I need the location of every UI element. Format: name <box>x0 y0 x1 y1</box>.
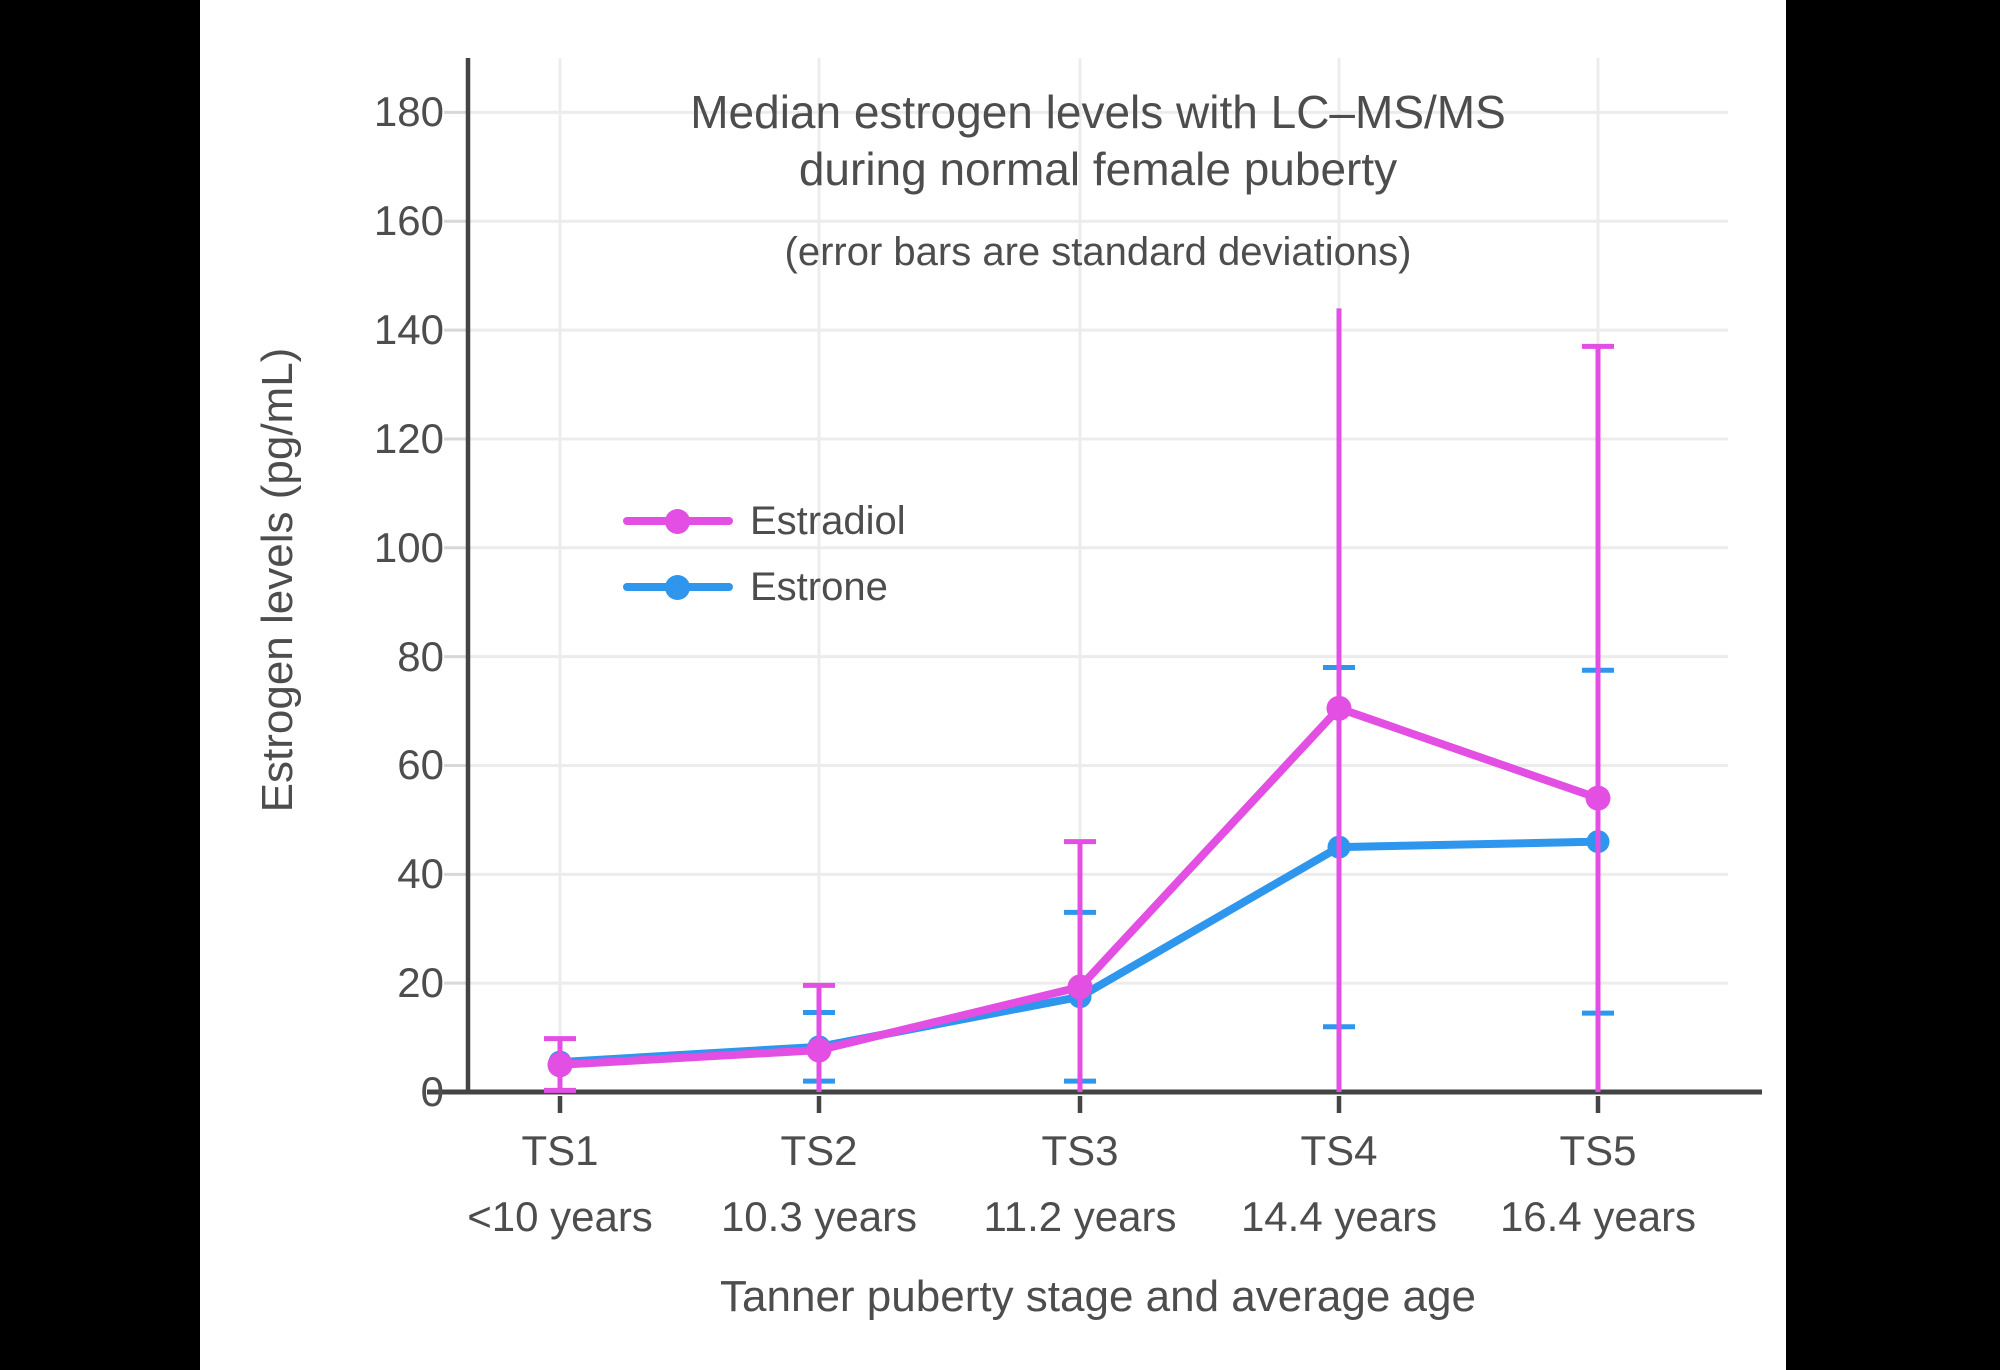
x-tick-sublabel-ts4: 14.4 years <box>1240 1193 1438 1240</box>
x-tick-sublabel-ts3: 11.2 years <box>983 1193 1177 1240</box>
x-tick-label-ts2: TS2 <box>780 1127 858 1174</box>
y-tick-label-80: 80 <box>397 632 444 680</box>
y-tick-label-100: 100 <box>373 523 444 571</box>
legend-item-estradiol[interactable]: Estradiol <box>600 493 980 549</box>
x-tick-sublabel-ts5: 16.4 years <box>1499 1193 1697 1240</box>
gridlines <box>468 58 1728 1092</box>
x-tick-label-ts5: TS5 <box>1559 1127 1637 1174</box>
y-tick-label-60: 60 <box>397 741 444 789</box>
x-tick-sublabel-ts1: <10 years <box>467 1193 653 1240</box>
chart-title-line1: Median estrogen levels with LC–MS/MS <box>690 86 1506 138</box>
estradiol-markers <box>547 695 1611 1078</box>
y-tick-label-20: 20 <box>397 959 444 1007</box>
x-tick-marks <box>557 1096 1601 1113</box>
chart-title-line2: during normal female puberty <box>798 143 1398 195</box>
legend-label-estradiol: Estradiol <box>750 499 906 543</box>
x-axis-title: Tanner puberty stage and average age <box>720 1272 1476 1321</box>
y-tick-label-120: 120 <box>373 414 444 462</box>
legend-label-estrone: Estrone <box>750 565 888 609</box>
y-tick-marks <box>444 110 466 985</box>
y-tick-label-0: 0 <box>420 1068 444 1115</box>
chart-canvas <box>200 0 1786 1370</box>
x-tick-label-ts3: TS3 <box>1041 1127 1119 1174</box>
chart-subtitle: (error bars are standard deviations) <box>784 230 1412 274</box>
y-tick-label-180: 180 <box>373 88 444 136</box>
x-tick-label-ts1: TS1 <box>521 1127 599 1174</box>
estradiol-legend-marker-swatch <box>665 509 690 534</box>
y-tick-label-40: 40 <box>397 850 444 898</box>
y-tick-label-160: 160 <box>373 197 444 245</box>
x-tick-label-ts4: TS4 <box>1300 1127 1378 1174</box>
y-tick-label-140: 140 <box>373 306 444 354</box>
legend-item-estrone[interactable]: Estrone <box>600 559 980 615</box>
x-tick-sublabel-ts2: 10.3 years <box>720 1193 918 1240</box>
estrone-legend-marker-swatch <box>665 575 690 600</box>
axis-lines <box>427 58 1762 1095</box>
